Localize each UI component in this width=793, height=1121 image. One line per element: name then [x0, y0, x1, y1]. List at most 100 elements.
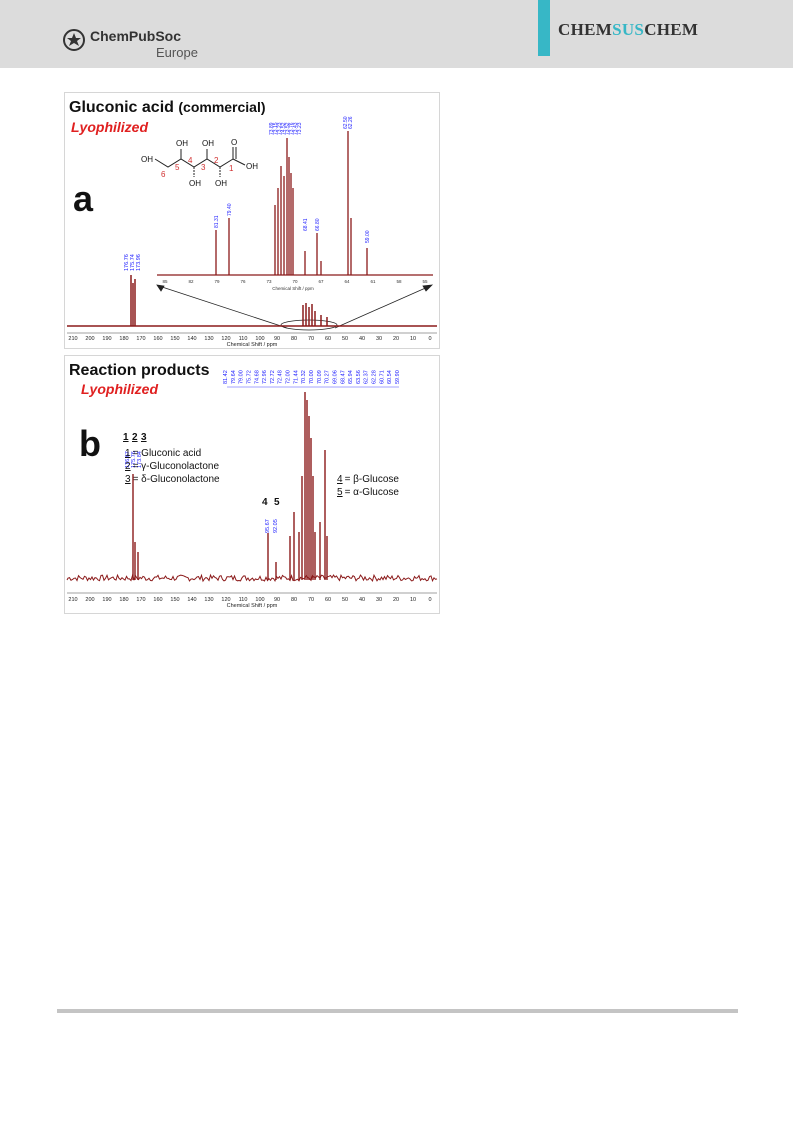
zoom-arrows [156, 284, 434, 331]
figure-a-svg: Gluconic acid (commercial) Lyophilized a… [67, 99, 437, 348]
x-tick-label: 160 [153, 336, 162, 342]
x-tick-label: 160 [153, 597, 162, 603]
peak-number: 4 [262, 497, 268, 508]
x-tick-label: 120 [221, 336, 230, 342]
peak-label: 79.00 [239, 370, 245, 384]
peak-label: 79.64 [231, 370, 237, 384]
x-tick-label: 210 [68, 597, 77, 603]
peak-label: 68.41 [303, 218, 309, 231]
main-peak-labels: 176.76 175.74 173.96 [124, 254, 142, 271]
x-tick-label: 90 [274, 597, 280, 603]
figure-a-panel: Gluconic acid (commercial) Lyophilized a… [64, 92, 440, 349]
legend-item: 1 = Gluconic acid [125, 448, 201, 459]
peak-label: 69.06 [333, 370, 339, 384]
peak-label: 72.00 [286, 370, 292, 384]
peak-label: 73.43 [293, 122, 299, 135]
legend-right: 4 = β-Glucose 5 = α-Glucose [337, 474, 399, 498]
peak-number: 1 [123, 432, 129, 443]
x-tick-label: 140 [187, 597, 196, 603]
x-tick-label: 130 [204, 597, 213, 603]
figure-b-panel-letter: b [79, 423, 101, 464]
peak-label: 70.09 [317, 370, 323, 384]
x-tick-label: 180 [119, 597, 128, 603]
x-tick-label: 70 [292, 279, 298, 284]
figure-b-subtitle: Lyophilized [81, 381, 158, 397]
peak-label: 74.52 [281, 122, 287, 135]
peak-label: 92.05 [273, 519, 279, 533]
peak-label: 73.89 [269, 122, 275, 135]
x-tick-label: 10 [410, 597, 416, 603]
carbon-number: 4 [188, 156, 193, 165]
b-x-ticks: 210 200 190 180 170 160 150 140 130 120 110 100 90 80… [68, 597, 431, 603]
carbon-number: 3 [201, 163, 206, 172]
x-tick-label: 190 [102, 597, 111, 603]
peak-label: 62.28 [372, 370, 378, 384]
peak-label: 70.27 [325, 370, 331, 384]
footer-rule [57, 1009, 738, 1013]
main-x-ticks: 210 200 190 180 170 160 150 140 130 120 110 100 90 80… [68, 336, 431, 342]
x-tick-label: 150 [170, 597, 179, 603]
figure-b-panel: Reaction products Lyophilized b 81.42 79.… [64, 355, 440, 614]
main-x-label: Chemical Shift / ppm [227, 342, 278, 348]
journal-prefix: CHEM [558, 20, 613, 39]
carbonyl-label: O [231, 138, 237, 147]
peak-label: 173.96 [136, 254, 142, 271]
x-tick-label: 85 [162, 279, 168, 284]
x-tick-label: 20 [393, 336, 399, 342]
oh-label: OH [176, 139, 188, 148]
peak-label: 73.15 [273, 122, 279, 135]
x-tick-label: 80 [291, 597, 297, 603]
x-tick-label: 10 [410, 336, 416, 342]
peak-label: 71.44 [293, 370, 299, 384]
figure-a-panel-letter: a [73, 178, 94, 219]
inset-peaks [215, 131, 368, 275]
x-tick-label: 50 [342, 336, 348, 342]
peak-label: 70.00 [309, 370, 315, 384]
x-tick-label: 0 [428, 597, 431, 603]
carbon-numbers: 6 5 4 3 2 1 [161, 156, 234, 179]
glucose-peak-labels: 95.67 92.05 [265, 519, 279, 533]
oh-label: OH [246, 162, 258, 171]
x-tick-label: 190 [102, 336, 111, 342]
x-tick-label: 200 [85, 597, 94, 603]
journal-mid: SUS [612, 20, 645, 39]
oh-label: OH [215, 179, 227, 188]
page-header: ChemPubSoc Europe CHEMSUSCHEM [0, 0, 793, 68]
x-tick-label: 61 [370, 279, 376, 284]
peak-label: 66.80 [315, 218, 321, 231]
x-tick-label: 140 [187, 336, 196, 342]
legend-item: 2 = γ-Gluconolactone [125, 461, 219, 472]
publisher-sub: Europe [156, 45, 198, 60]
legend-item: 5 = α-Glucose [337, 487, 399, 498]
x-tick-label: 80 [291, 336, 297, 342]
carbon-number: 5 [175, 163, 180, 172]
inset-x-label: Chemical Shift / ppm [272, 286, 314, 291]
x-tick-label: 60 [325, 336, 331, 342]
x-tick-label: 76 [240, 279, 246, 284]
peak-label: 60.54 [387, 370, 393, 384]
peak-label: 72.96 [262, 370, 268, 384]
figure-b-title: Reaction products [69, 362, 210, 379]
x-tick-label: 130 [204, 336, 213, 342]
peak-label: 73.52 [285, 122, 291, 135]
b-peaks [132, 392, 328, 580]
accent-bar [538, 0, 550, 56]
peak-label: 173.84 [137, 451, 143, 468]
acid-peak-labels: 176.67 175.76 173.84 [125, 451, 143, 468]
x-tick-label: 170 [136, 336, 145, 342]
peak-label: 63.56 [356, 370, 362, 384]
x-tick-label: 67 [318, 279, 324, 284]
x-tick-label: 120 [221, 597, 230, 603]
figure-b-svg: Reaction products Lyophilized b 81.42 79.… [66, 362, 438, 609]
x-tick-label: 110 [239, 336, 248, 342]
peak-label: 176.67 [125, 451, 131, 468]
x-tick-label: 100 [255, 336, 264, 342]
legend-item: 4 = β-Glucose [337, 474, 399, 485]
star-network-icon [63, 29, 85, 51]
figure-a-subtitle: Lyophilized [71, 119, 148, 135]
x-tick-label: 180 [119, 336, 128, 342]
oh-label: OH [202, 139, 214, 148]
peak-label: 73.23 [297, 122, 303, 135]
main-peaks [130, 275, 328, 326]
oh-label: OH [141, 155, 153, 164]
